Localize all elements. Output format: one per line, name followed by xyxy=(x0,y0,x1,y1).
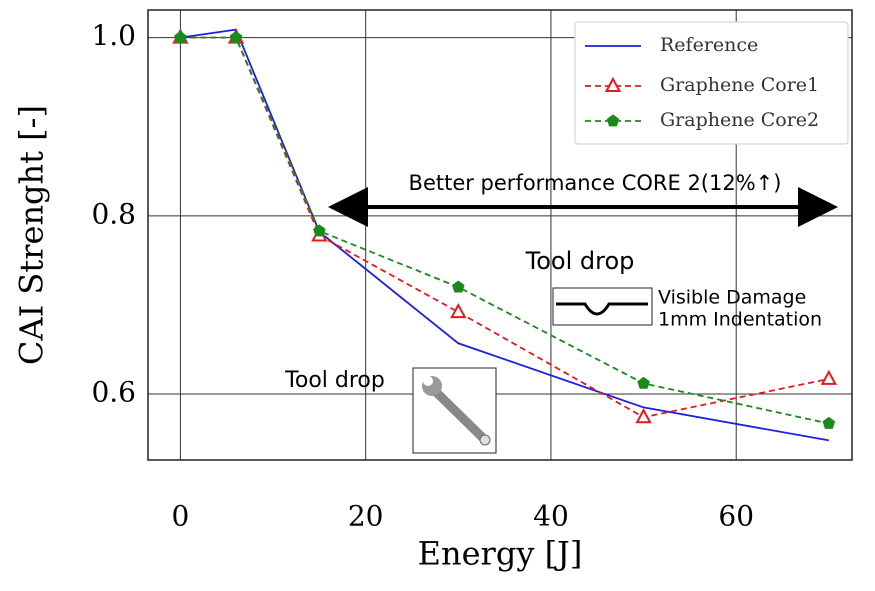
damage-box xyxy=(552,287,653,326)
y-axis-label: CAI Strenght [-] xyxy=(13,105,51,365)
line xyxy=(180,36,830,425)
marker xyxy=(604,76,622,92)
legend-box xyxy=(574,21,849,145)
x-axis-label: Energy [J] xyxy=(418,535,583,573)
legend-label: Graphene Core2 xyxy=(660,109,819,131)
marker xyxy=(174,31,187,43)
annotation: Better performance CORE 2(12%↑) xyxy=(409,171,782,195)
y-tick-label: 1.0 xyxy=(91,19,136,52)
x-tick-label: 40 xyxy=(533,500,569,533)
annotation: 1mm Indentation xyxy=(658,309,822,331)
y-tick-label: 0.6 xyxy=(91,376,136,409)
annotation: Visible Damage xyxy=(658,287,806,309)
marker xyxy=(822,416,836,429)
plot-frame xyxy=(147,9,853,461)
marker xyxy=(820,369,838,385)
wrench-icon xyxy=(422,376,491,446)
series xyxy=(174,31,836,429)
legend-label: Reference xyxy=(660,34,758,56)
x-tick-label: 20 xyxy=(348,500,384,533)
marker xyxy=(606,114,620,127)
marker xyxy=(637,376,650,389)
marker xyxy=(450,302,467,319)
legend: Reference Graphene Core1 Graphene Core2 xyxy=(574,21,849,145)
legend-label: Graphene Core1 xyxy=(660,74,819,96)
annotation: Tool drop xyxy=(525,247,635,275)
annotation: Tool drop xyxy=(284,368,385,393)
x-tick-label: 60 xyxy=(718,500,754,533)
marker xyxy=(635,408,652,424)
y-tick-label: 0.8 xyxy=(91,197,136,230)
x-tick-label: 0 xyxy=(172,500,190,533)
line xyxy=(180,36,830,419)
marker xyxy=(229,31,243,43)
series-layer xyxy=(172,28,838,442)
marker xyxy=(313,224,326,237)
marker xyxy=(452,280,465,293)
series xyxy=(180,28,829,442)
line xyxy=(180,28,829,442)
damage-profile xyxy=(556,302,648,316)
